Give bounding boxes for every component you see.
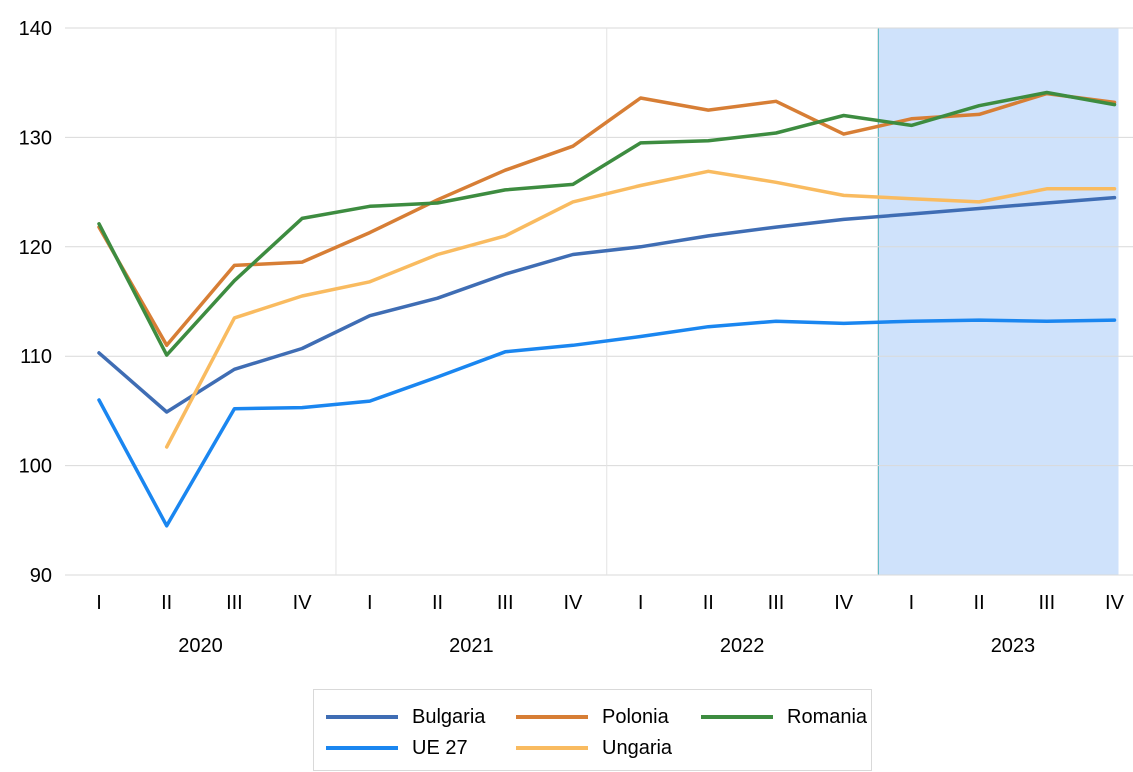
x-tick-label: IV (834, 592, 854, 614)
x-tick-label: III (497, 592, 514, 614)
y-tick-label: 110 (20, 346, 52, 368)
x-tick-label: II (974, 592, 985, 614)
legend-label-ue27: UE 27 (412, 736, 468, 759)
x-year-label: 2023 (991, 635, 1036, 657)
y-tick-label: 140 (19, 18, 52, 40)
x-tick-label: I (638, 592, 644, 614)
legend-item-bulgaria: Bulgaria (326, 702, 485, 732)
y-tick-label: 120 (19, 237, 52, 259)
y-tick-label: 130 (19, 127, 52, 149)
legend: Bulgaria Polonia Romania UE 27 Ungaria (313, 689, 872, 771)
x-tick-label: I (96, 592, 102, 614)
x-tick-label: I (909, 592, 915, 614)
x-year-label: 2020 (178, 635, 223, 657)
x-tick-label: II (432, 592, 443, 614)
legend-swatch-ungaria (516, 746, 588, 750)
x-tick-label: II (703, 592, 714, 614)
legend-label-ungaria: Ungaria (602, 736, 673, 759)
x-tick-label: IV (293, 592, 313, 614)
legend-item-polonia: Polonia (516, 702, 669, 732)
x-tick-label: II (161, 592, 172, 614)
legend-swatch-romania (701, 715, 773, 719)
x-year-label: 2022 (720, 635, 765, 657)
x-year-label: 2021 (449, 635, 494, 657)
y-tick-label: 90 (30, 565, 52, 587)
legend-label-bulgaria: Bulgaria (412, 705, 486, 728)
series-line-bulgaria (97, 195, 1117, 414)
series-line-romania (97, 90, 1117, 357)
legend-swatch-bulgaria (326, 715, 398, 719)
legend-swatch-ue27 (326, 746, 398, 750)
y-tick-label: 100 (19, 456, 52, 478)
x-tick-label: IV (563, 592, 583, 614)
x-tick-label: III (1038, 592, 1055, 614)
legend-item-ue27: UE 27 (326, 733, 468, 763)
series-line-ue27 (97, 318, 1117, 528)
legend-label-polonia: Polonia (602, 705, 669, 728)
legend-item-ungaria: Ungaria (516, 733, 672, 763)
x-tick-label: III (226, 592, 243, 614)
x-tick-label: I (367, 592, 373, 614)
x-tick-label: IV (1105, 592, 1125, 614)
series-line-ungaria (164, 169, 1117, 449)
legend-label-romania: Romania (787, 705, 868, 728)
x-tick-label: III (768, 592, 785, 614)
legend-item-romania: Romania (701, 702, 867, 732)
legend-swatch-polonia (516, 715, 588, 719)
